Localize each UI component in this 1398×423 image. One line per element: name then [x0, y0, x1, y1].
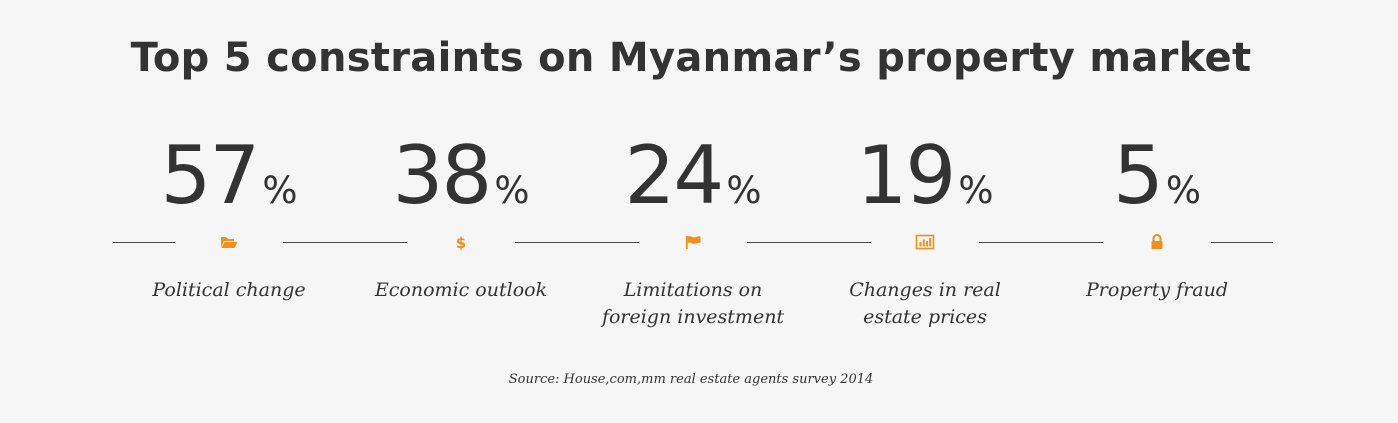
divider-rule-right	[515, 242, 577, 243]
stat-number: 57	[160, 129, 261, 222]
stat-label: Changes in real estate prices	[849, 279, 1001, 328]
stat-unit: %	[958, 169, 994, 212]
dollar-icon: $	[451, 233, 471, 251]
stat-divider	[809, 234, 1041, 250]
stat-unit: %	[1165, 169, 1202, 212]
stat-number: 19	[856, 129, 957, 222]
stat-limitations-foreign-investment: 24% Limitations on foreign investment	[577, 128, 809, 338]
bar-chart-icon	[915, 233, 935, 251]
divider-rule-left	[1041, 242, 1103, 243]
stat-unit: %	[726, 169, 762, 212]
stat-number: 38	[392, 129, 493, 222]
stat-label: Limitations on foreign investment	[601, 279, 785, 328]
stat-political-change: 57% Political change	[113, 128, 345, 338]
stat-label: Economic outlook	[374, 279, 548, 301]
source-note: Source: House,com,mm real estate agents …	[508, 372, 874, 387]
divider-rule-right	[747, 242, 809, 243]
stat-property-fraud: 5% Property fraud	[1041, 128, 1273, 338]
stat-value: 57%	[113, 128, 345, 246]
chart-title: Top 5 constraints on Myanmar’s property …	[130, 35, 1252, 81]
lock-icon	[1147, 233, 1167, 251]
divider-rule-right	[283, 242, 345, 243]
stat-divider	[1041, 234, 1273, 249]
divider-rule-left	[577, 242, 639, 243]
flag-icon	[683, 233, 703, 251]
divider-rule-left	[345, 242, 407, 243]
divider-rule-left	[113, 242, 175, 243]
divider-rule-left	[809, 242, 871, 243]
stat-economic-outlook: 38% $ Economic outlook	[345, 128, 577, 338]
stat-label: Property fraud	[1085, 279, 1229, 301]
stat-changes-real-estate-prices: 19% Changes in real estate prices	[809, 128, 1041, 338]
stat-number: 24	[624, 129, 725, 222]
stat-value: 5%	[1041, 128, 1273, 246]
stat-divider	[577, 236, 809, 249]
stat-value: 24%	[577, 128, 809, 246]
stat-unit: %	[494, 169, 530, 212]
divider-rule-right	[979, 242, 1041, 243]
stat-number: 5	[1112, 129, 1164, 222]
stat-value: 19%	[809, 128, 1041, 246]
divider-rule-right	[1211, 242, 1273, 243]
svg-text:$: $	[456, 234, 466, 251]
stat-value: 38%	[345, 128, 577, 246]
stat-divider: $	[345, 234, 577, 251]
stat-divider	[113, 237, 345, 248]
folder-open-icon	[219, 233, 239, 251]
stat-unit: %	[262, 169, 298, 212]
stat-label: Political change	[152, 279, 306, 301]
